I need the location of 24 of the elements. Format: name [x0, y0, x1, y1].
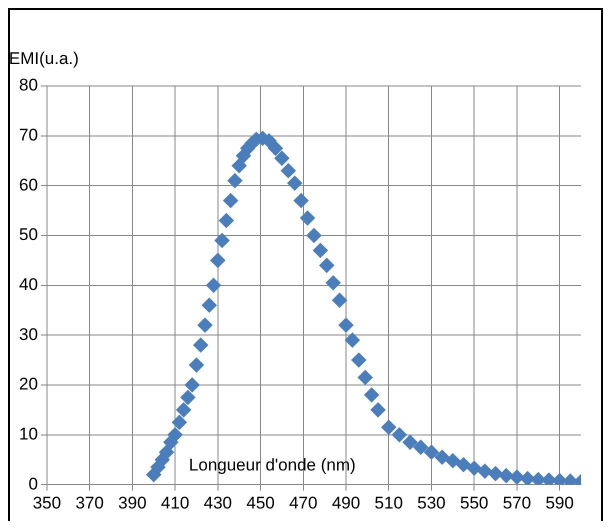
y-tick-label: 80	[18, 76, 38, 95]
y-tick-label: 0	[28, 474, 38, 494]
x-tick-label: 530	[417, 493, 446, 512]
y-tick-label: 30	[18, 324, 38, 344]
y-axis-title: EMI(u.a.)	[8, 49, 79, 68]
x-tick-label: 410	[160, 493, 190, 512]
y-tick-label: 50	[18, 225, 38, 244]
x-tick-label: 450	[246, 493, 275, 512]
x-tick-label: 590	[545, 493, 574, 512]
x-tick-label: 570	[502, 493, 532, 512]
y-tick-label: 70	[18, 126, 38, 145]
x-tick-label: 550	[460, 493, 488, 512]
x-tick-label: 490	[332, 493, 360, 512]
x-tick-label: 510	[374, 493, 403, 512]
y-tick-label: 60	[18, 175, 38, 194]
y-tick-label: 40	[18, 274, 38, 294]
y-tick-label: 10	[18, 424, 38, 444]
x-tick-label: 430	[204, 493, 232, 512]
y-tick-label: 20	[18, 374, 38, 394]
x-tick-label: 350	[32, 493, 62, 512]
x-tick-label: 390	[118, 493, 147, 512]
x-tick-label: 370	[75, 493, 104, 512]
x-axis-title: Longueur d'onde (nm)	[188, 456, 356, 475]
x-tick-label: 470	[289, 493, 318, 512]
